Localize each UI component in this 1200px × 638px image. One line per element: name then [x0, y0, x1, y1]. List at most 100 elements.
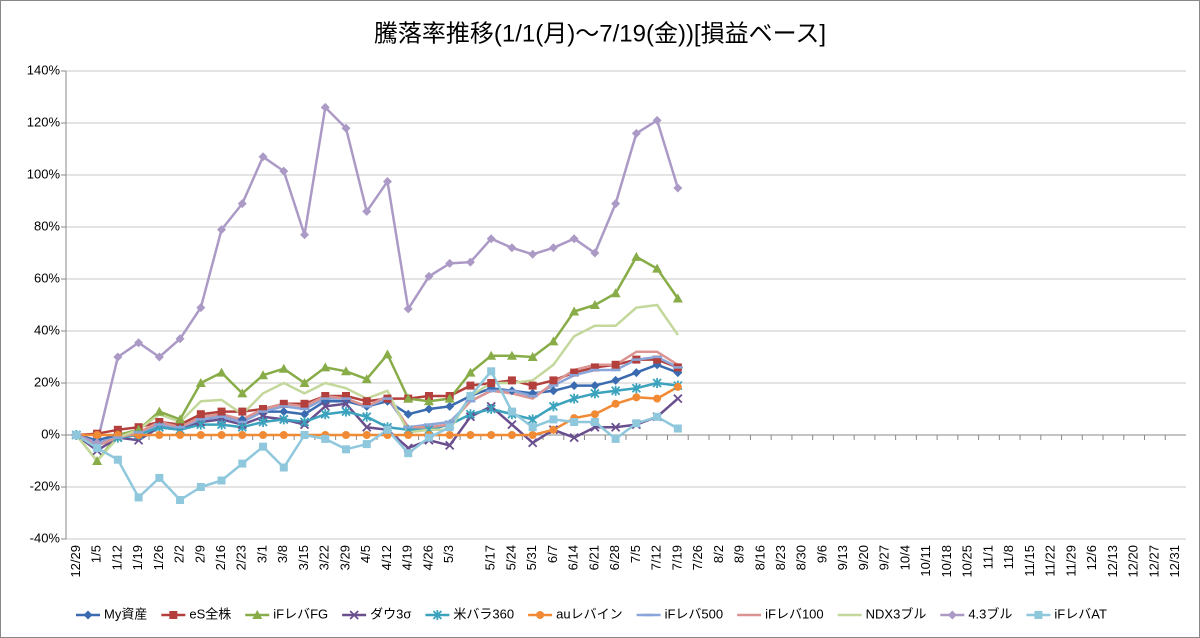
marker — [652, 115, 662, 125]
marker — [611, 434, 620, 443]
marker — [632, 419, 641, 428]
marker — [92, 456, 103, 465]
marker — [590, 410, 599, 419]
marker — [486, 404, 496, 414]
legend-item: iFレバ100 — [737, 606, 824, 621]
marker — [321, 392, 330, 400]
marker — [299, 417, 310, 427]
marker — [93, 431, 102, 439]
marker — [445, 423, 454, 432]
marker — [444, 393, 455, 403]
marker — [300, 409, 310, 419]
marker — [589, 300, 600, 309]
marker — [237, 388, 248, 398]
marker — [487, 379, 496, 387]
x-tick-label: 4/26 — [420, 545, 435, 570]
marker — [238, 459, 247, 468]
x-tick-label: 12/31 — [1167, 545, 1182, 578]
marker — [466, 392, 475, 400]
marker — [569, 393, 579, 404]
marker — [528, 431, 537, 439]
x-tick-label: 2/9 — [192, 545, 207, 563]
marker — [465, 409, 476, 420]
x-tick-label: 4/19 — [400, 545, 415, 570]
marker — [672, 293, 683, 303]
legend-label: iFレバ100 — [765, 606, 824, 621]
x-tick-label: 1/12 — [109, 545, 124, 570]
marker — [486, 350, 497, 360]
marker — [653, 412, 662, 421]
marker — [424, 271, 434, 281]
x-tick-label: 5/24 — [503, 545, 518, 570]
marker — [548, 401, 559, 412]
marker — [383, 425, 392, 434]
marker — [611, 399, 620, 408]
marker — [528, 381, 537, 390]
marker — [673, 424, 682, 433]
marker — [238, 431, 247, 439]
x-tick-label: 11/15 — [1022, 545, 1037, 577]
legend-label: eS全株 — [189, 606, 231, 621]
x-tick-label: 1/19 — [130, 545, 145, 570]
legend-label: iFレバAT — [1054, 606, 1107, 621]
marker — [258, 370, 269, 380]
y-tick-label: 140% — [27, 62, 61, 77]
marker — [507, 407, 516, 416]
legend-item: 米バラ360 — [425, 606, 514, 621]
marker — [549, 376, 558, 385]
y-tick-label: 0% — [41, 426, 60, 441]
marker-stroke — [569, 432, 579, 443]
x-tick-label: 10/11 — [918, 545, 933, 577]
legend-label: ダウ3σ — [370, 606, 411, 621]
marker — [1034, 611, 1043, 619]
marker — [569, 306, 580, 316]
marker — [175, 414, 186, 424]
marker — [507, 419, 517, 430]
marker — [259, 431, 268, 439]
marker — [113, 352, 123, 362]
marker — [445, 401, 455, 411]
marker — [506, 350, 517, 360]
marker — [320, 362, 331, 372]
x-tick-label: 11/22 — [1043, 545, 1058, 577]
marker — [217, 407, 226, 416]
legend-label: 米バラ360 — [453, 606, 514, 621]
x-tick-label: 3/29 — [337, 545, 352, 570]
marker — [217, 225, 227, 235]
marker — [652, 378, 662, 388]
legend-label: iFレバ500 — [665, 606, 724, 621]
marker — [569, 234, 579, 244]
marker — [611, 375, 621, 385]
marker — [362, 431, 371, 439]
marker — [611, 199, 621, 209]
marker — [342, 392, 350, 400]
marker — [320, 401, 330, 412]
series-line — [75, 106, 680, 445]
legend-label: auレバイン — [556, 606, 622, 621]
marker — [299, 378, 310, 387]
x-tick-label: 8/16 — [752, 545, 767, 570]
marker — [113, 455, 122, 464]
marker — [507, 376, 516, 385]
marker — [155, 431, 164, 439]
marker — [279, 166, 289, 176]
x-tick-label: 5/3 — [441, 545, 456, 563]
x-tick-label: 12/20 — [1126, 545, 1141, 578]
y-tick-label: 100% — [27, 166, 61, 181]
y-tick-label: 60% — [34, 270, 60, 285]
marker — [610, 385, 621, 396]
legend-label: 4.3ブル — [968, 606, 1012, 621]
x-tick-label: 12/29 — [68, 545, 83, 578]
series-line — [75, 381, 679, 447]
marker — [673, 183, 683, 193]
marker — [465, 257, 475, 267]
marker — [195, 378, 206, 387]
marker — [527, 352, 538, 361]
x-tick-label: 3/1 — [254, 545, 269, 563]
marker — [320, 102, 330, 112]
marker — [196, 303, 206, 313]
legend-item: 4.3ブル — [940, 606, 1012, 621]
marker — [466, 431, 475, 439]
marker — [217, 476, 226, 485]
marker — [196, 419, 206, 430]
